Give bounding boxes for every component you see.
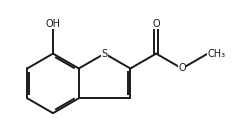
Text: O: O <box>152 19 160 29</box>
Text: OH: OH <box>45 19 60 29</box>
Text: O: O <box>178 64 186 73</box>
Text: S: S <box>102 49 108 59</box>
Text: CH₃: CH₃ <box>208 49 226 59</box>
